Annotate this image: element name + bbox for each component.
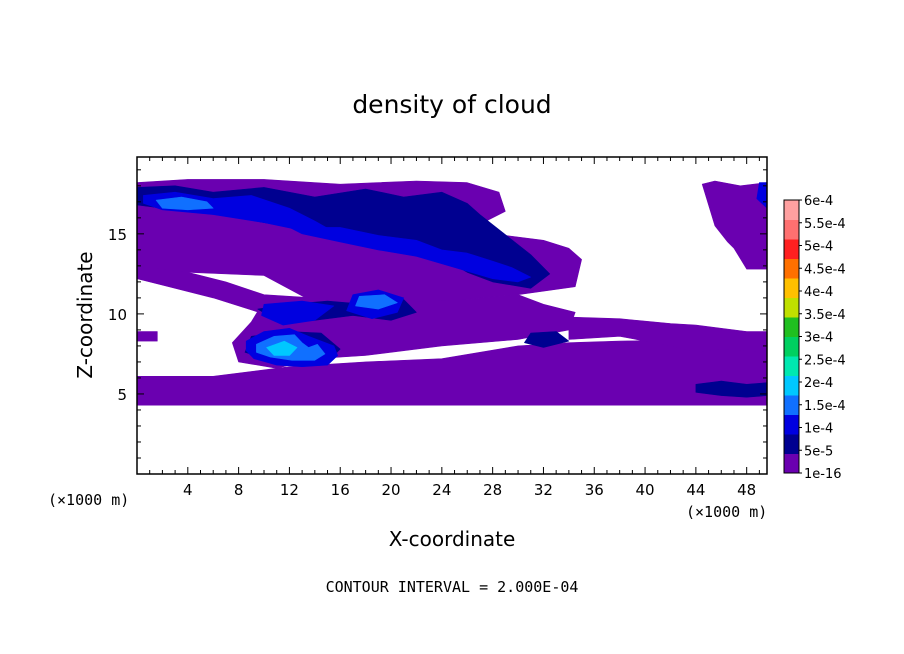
colorbar-label: 5e-5	[804, 444, 833, 459]
x-tick-label: 4	[183, 481, 193, 499]
colorbar-label: 1.5e-4	[804, 399, 846, 414]
colorbar-swatch	[784, 395, 799, 415]
x-tick-label: 12	[280, 481, 299, 499]
colorbar-label: 4.5e-4	[804, 262, 846, 277]
colorbar-label: 4e-4	[804, 285, 833, 300]
x-tick-label: 20	[381, 481, 400, 499]
x-tick-label: 36	[585, 481, 604, 499]
colorbar: 1e-16 5e-5 1e-4 1.5e-4 2e-4 2.5e-4 3e-4 3.5e-4 4…	[783, 194, 846, 482]
colorbar-swatch	[784, 297, 799, 318]
colorbar-label: 2e-4	[804, 376, 833, 391]
colorbar-label: 3e-4	[804, 331, 833, 346]
x-tick-label: 24	[432, 481, 451, 499]
y-tick-label: 15	[108, 226, 127, 244]
contour-region-1e-16-1	[137, 332, 767, 406]
colorbar-swatch	[784, 317, 799, 337]
contour-region-1.5e-4-1	[155, 196, 214, 211]
colorbar-label: 2.5e-4	[804, 353, 846, 368]
contour-region-1e-16-3	[568, 316, 767, 353]
x-tick-label: 32	[534, 481, 553, 499]
contour-interval-note: CONTOUR INTERVAL = 2.000E-04	[326, 578, 579, 596]
contour-region-5e-5-3	[524, 331, 570, 348]
x-axis-ticks: 4 8 12 16 20 24 28 32 36 40 44 48	[149, 157, 760, 499]
colorbar-label: 5e-4	[804, 240, 833, 255]
colorbar-swatch	[784, 453, 799, 474]
colorbar-swatch	[784, 414, 799, 435]
colorbar-swatch	[784, 336, 799, 357]
contour-region-5e-5-4	[695, 380, 767, 398]
contour-region-1e-16-5	[701, 180, 767, 270]
x-tick-label: 16	[331, 481, 350, 499]
colorbar-label: 3.5e-4	[804, 308, 846, 323]
contour-region-1.5e-4-2	[355, 294, 398, 310]
x-axis-unit-right: (×1000 m)	[686, 503, 767, 521]
y-tick-label: 10	[108, 306, 127, 324]
colorbar-swatch	[784, 356, 799, 376]
y-tick-label: 5	[117, 386, 127, 404]
x-axis-label: X-coordinate	[389, 527, 516, 551]
colorbar-swatch	[784, 219, 799, 240]
colorbar-label: 1e-16	[804, 467, 842, 482]
colorbar-swatch	[784, 278, 799, 298]
x-tick-label: 8	[234, 481, 244, 499]
contour-region-1e-4-3	[261, 300, 335, 326]
colorbar-swatch	[784, 375, 799, 396]
x-axis-unit-left: (×1000 m)	[48, 491, 129, 509]
chart-title: density of cloud	[352, 90, 551, 119]
contour-region-1e-16-6	[137, 331, 158, 342]
contour-region-1e-4-1	[289, 227, 532, 283]
x-tick-label: 48	[737, 481, 756, 499]
colorbar-swatch	[784, 200, 799, 220]
colorbar-swatch	[784, 258, 799, 279]
colorbar-label: 1e-4	[804, 422, 833, 437]
y-axis-label: Z-coordinate	[73, 251, 97, 378]
x-tick-label: 40	[636, 481, 655, 499]
contour-region-2e-4-0	[266, 340, 298, 356]
plot-frame	[136, 156, 768, 475]
colorbar-swatch	[784, 434, 799, 454]
colorbar-swatch	[784, 239, 799, 259]
x-tick-label: 44	[686, 481, 705, 499]
x-tick-label: 28	[483, 481, 502, 499]
contour-fills	[137, 179, 767, 406]
colorbar-label: 6e-4	[804, 194, 833, 209]
y-axis-ticks: 5 10 15	[108, 169, 767, 459]
colorbar-label: 5.5e-4	[804, 217, 846, 232]
